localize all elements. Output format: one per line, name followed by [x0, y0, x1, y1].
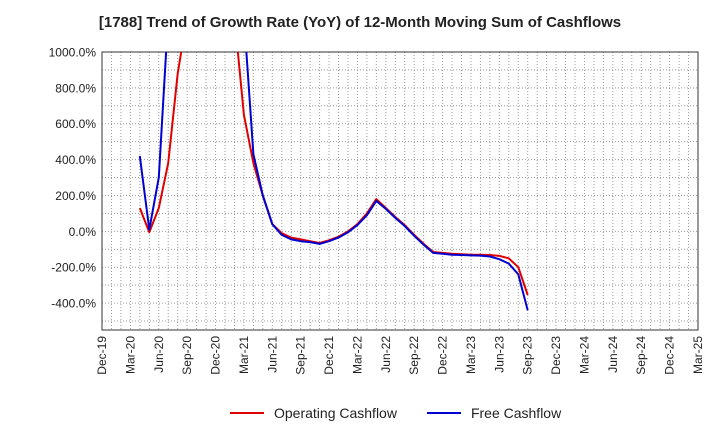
x-tick-label: Mar-22	[350, 336, 364, 374]
x-tick-label: Dec-24	[663, 336, 677, 375]
y-tick-label: 200.0%	[55, 189, 96, 203]
y-tick-label: 0.0%	[69, 225, 97, 239]
x-tick-label: Sep-23	[521, 336, 535, 375]
y-tick-label: -200.0%	[51, 261, 96, 275]
plot-area-border	[101, 51, 699, 331]
x-tick-label: Sep-22	[407, 336, 421, 375]
x-tick-label: Dec-20	[209, 336, 223, 375]
x-tick-label: Dec-21	[322, 336, 336, 375]
x-tick-label: Sep-21	[294, 336, 308, 375]
x-tick-label: Jun-23	[492, 336, 506, 373]
legend-item-free-cashflow: Free Cashflow	[426, 405, 562, 421]
x-tick-label: Mar-25	[691, 336, 705, 374]
y-tick-label: 600.0%	[55, 117, 96, 131]
legend-label-free-cashflow: Free Cashflow	[470, 405, 562, 421]
x-tick-label: Jun-20	[152, 336, 166, 373]
series-line-free-cashflow	[138, 52, 529, 311]
legend-item-operating-cashflow: Operating Cashflow	[230, 405, 397, 421]
x-tick-label: Mar-20	[123, 336, 137, 374]
x-tick-label: Mar-21	[237, 336, 251, 374]
y-tick-label: 400.0%	[55, 153, 96, 167]
x-tick-label: Mar-23	[464, 336, 478, 374]
x-tick-label: Dec-19	[95, 336, 109, 375]
y-tick-label: -400.0%	[51, 297, 96, 311]
x-tick-label: Jun-21	[265, 336, 279, 373]
y-tick-label: 800.0%	[55, 81, 96, 95]
x-tick-label: Jun-24	[606, 336, 620, 373]
chart-legend: Operating Cashflow Free Cashflow	[230, 405, 561, 421]
x-tick-label: Mar-24	[577, 336, 591, 374]
x-tick-label: Sep-20	[180, 336, 194, 375]
x-tick-label: Dec-22	[436, 336, 450, 375]
series-line-operating-cashflow	[138, 52, 529, 296]
chart-title: [1788] Trend of Growth Rate (YoY) of 12-…	[98, 14, 622, 31]
y-tick-label: 1000.0%	[49, 46, 97, 60]
legend-swatch-free-cashflow	[426, 412, 461, 414]
legend-label-operating-cashflow: Operating Cashflow	[274, 405, 397, 421]
x-tick-label: Sep-24	[634, 336, 648, 375]
x-tick-label: Dec-23	[549, 336, 563, 375]
legend-swatch-operating-cashflow	[230, 412, 264, 414]
x-tick-label: Jun-22	[379, 336, 393, 373]
